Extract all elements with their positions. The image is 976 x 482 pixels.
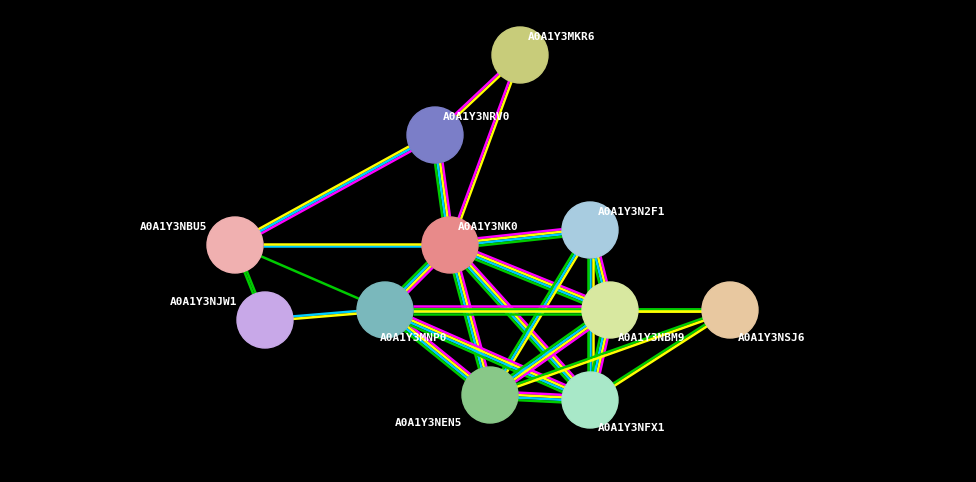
Text: A0A1Y3NBM9: A0A1Y3NBM9 [618, 333, 685, 343]
Circle shape [207, 217, 263, 273]
Circle shape [407, 107, 463, 163]
Text: A0A1Y3N2F1: A0A1Y3N2F1 [598, 207, 666, 217]
Circle shape [562, 372, 618, 428]
Circle shape [462, 367, 518, 423]
Circle shape [562, 202, 618, 258]
Text: A0A1Y3NFX1: A0A1Y3NFX1 [598, 423, 666, 433]
Circle shape [357, 282, 413, 338]
Text: A0A1Y3MKR6: A0A1Y3MKR6 [528, 32, 595, 42]
Text: A0A1Y3NRV0: A0A1Y3NRV0 [443, 112, 510, 122]
Circle shape [492, 27, 548, 83]
Text: A0A1Y3NBU5: A0A1Y3NBU5 [140, 222, 208, 232]
Circle shape [702, 282, 758, 338]
Circle shape [237, 292, 293, 348]
Circle shape [582, 282, 638, 338]
Text: A0A1Y3MNP0: A0A1Y3MNP0 [380, 333, 448, 343]
Text: A0A1Y3NSJ6: A0A1Y3NSJ6 [738, 333, 805, 343]
Text: A0A1Y3NJW1: A0A1Y3NJW1 [170, 297, 237, 307]
Text: A0A1Y3NK0: A0A1Y3NK0 [458, 222, 519, 232]
Circle shape [422, 217, 478, 273]
Text: A0A1Y3NEN5: A0A1Y3NEN5 [395, 418, 463, 428]
